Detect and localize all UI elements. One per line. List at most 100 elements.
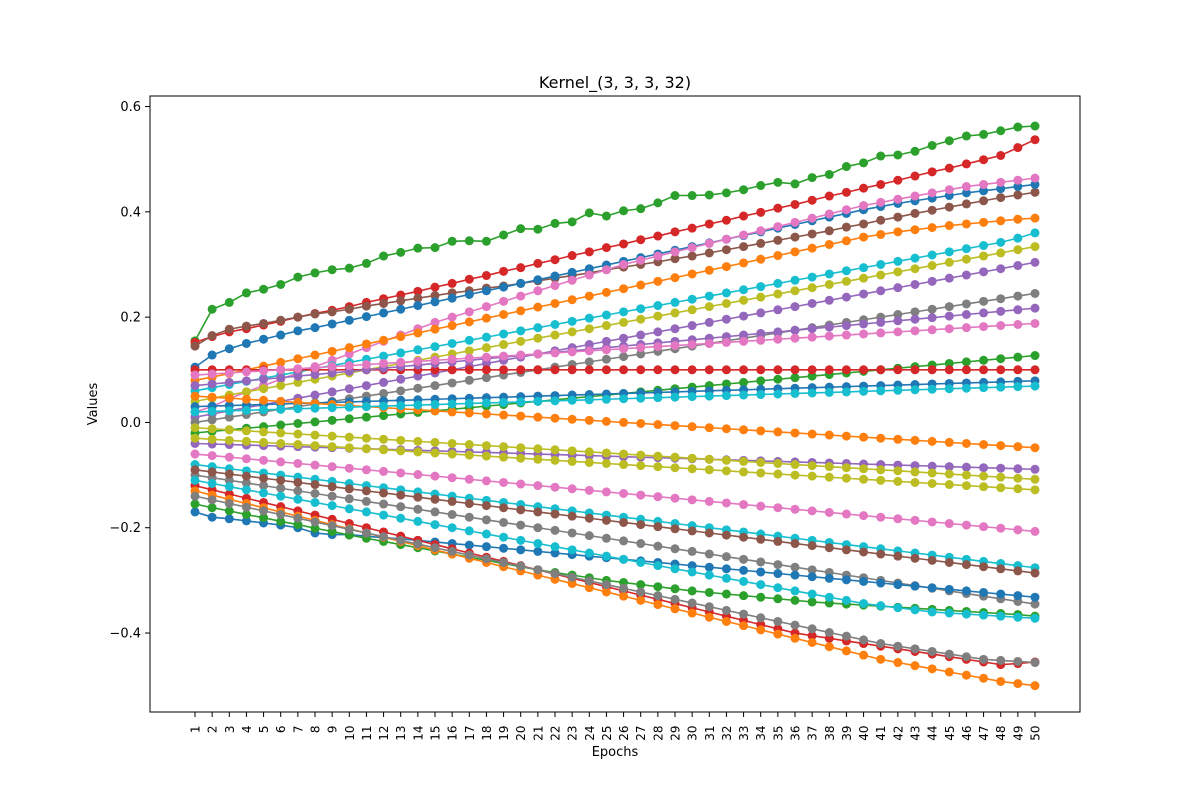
- data-point: [996, 589, 1006, 599]
- data-point: [567, 572, 577, 582]
- data-point: [961, 438, 971, 448]
- data-point: [584, 548, 594, 558]
- data-point: [927, 313, 937, 323]
- data-point: [756, 501, 766, 511]
- data-point: [1030, 135, 1040, 145]
- data-point: [773, 616, 783, 626]
- data-point: [841, 575, 851, 585]
- data-point: [567, 347, 577, 357]
- data-point: [893, 641, 903, 651]
- data-point: [344, 504, 354, 514]
- data-point: [979, 179, 989, 189]
- x-tick-label: 37: [806, 726, 820, 741]
- data-point: [670, 191, 680, 201]
- data-point: [464, 365, 474, 375]
- data-point: [293, 326, 303, 336]
- data-point: [824, 365, 834, 375]
- data-point: [790, 247, 800, 257]
- data-point: [619, 517, 629, 527]
- data-point: [327, 501, 337, 511]
- data-point: [653, 600, 663, 610]
- series-24: [190, 491, 1040, 668]
- data-point: [276, 483, 286, 493]
- data-point: [224, 393, 234, 403]
- data-point: [859, 547, 869, 557]
- data-point: [259, 334, 269, 344]
- data-point: [790, 504, 800, 514]
- data-point: [687, 269, 697, 279]
- data-point: [859, 464, 869, 474]
- data-point: [207, 495, 217, 505]
- data-point: [310, 430, 320, 440]
- data-point: [944, 649, 954, 659]
- data-point: [859, 511, 869, 521]
- data-point: [619, 259, 629, 269]
- data-point: [413, 345, 423, 355]
- data-point: [961, 383, 971, 393]
- data-point: [430, 317, 440, 327]
- axes-frame: [149, 95, 1081, 713]
- data-point: [499, 340, 509, 350]
- data-point: [310, 309, 320, 319]
- data-point: [619, 449, 629, 459]
- data-point: [653, 342, 663, 352]
- data-point: [464, 499, 474, 509]
- data-point: [721, 215, 731, 225]
- data-point: [584, 324, 594, 334]
- data-point: [619, 206, 629, 216]
- data-point: [361, 339, 371, 349]
- data-point: [807, 173, 817, 183]
- data-point: [773, 289, 783, 299]
- data-point: [499, 351, 509, 361]
- data-point: [807, 388, 817, 398]
- data-point: [190, 341, 200, 351]
- x-tick-label: 11: [360, 726, 374, 741]
- data-point: [979, 308, 989, 318]
- data-point: [824, 295, 834, 305]
- data-point: [379, 351, 389, 361]
- data-point: [687, 251, 697, 261]
- data-point: [533, 302, 543, 312]
- data-point: [739, 591, 749, 601]
- data-point: [1030, 288, 1040, 298]
- data-point: [893, 283, 903, 293]
- data-point: [293, 371, 303, 381]
- data-point: [944, 324, 954, 334]
- data-point: [241, 376, 251, 386]
- data-point: [550, 271, 560, 281]
- data-point: [344, 263, 354, 273]
- data-point: [516, 306, 526, 316]
- data-point: [790, 562, 800, 572]
- data-point: [430, 282, 440, 292]
- data-point: [721, 466, 731, 476]
- data-point: [396, 348, 406, 358]
- x-tick-label: 34: [754, 726, 768, 741]
- data-point: [1013, 182, 1023, 192]
- data-point: [756, 226, 766, 236]
- data-point: [344, 432, 354, 442]
- data-point: [961, 131, 971, 141]
- data-point: [601, 211, 611, 221]
- data-point: [739, 230, 749, 240]
- data-point: [601, 345, 611, 355]
- data-point: [824, 507, 834, 517]
- plot-area: [190, 121, 1040, 691]
- data-point: [756, 181, 766, 190]
- data-point: [739, 532, 749, 542]
- data-point: [567, 327, 577, 337]
- data-point: [379, 377, 389, 387]
- data-point: [739, 377, 749, 387]
- data-point: [859, 599, 869, 609]
- data-point: [327, 442, 337, 452]
- data-point: [893, 551, 903, 561]
- x-tick-label: 45: [943, 726, 957, 741]
- data-point: [396, 401, 406, 411]
- data-point: [927, 250, 937, 260]
- data-point: [533, 333, 543, 343]
- x-tick-label: 18: [480, 726, 494, 741]
- data-point: [944, 358, 954, 368]
- data-point: [241, 321, 251, 331]
- data-point: [344, 484, 354, 494]
- data-point: [756, 207, 766, 217]
- data-point: [876, 286, 886, 296]
